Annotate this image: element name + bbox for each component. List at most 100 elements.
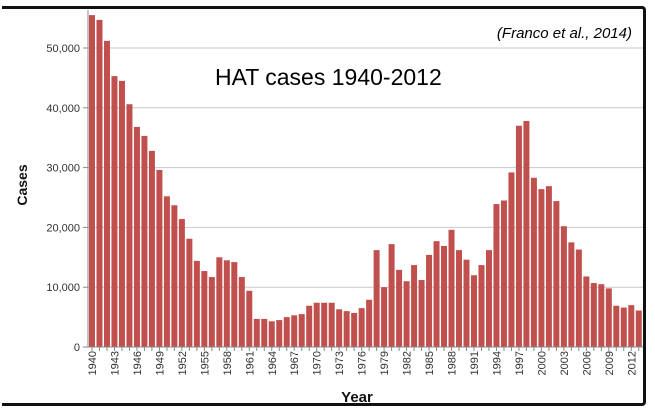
x-tick-label: 2009 — [604, 351, 616, 375]
y-tick-label: 10,000 — [46, 282, 80, 294]
bar-1960 — [238, 277, 245, 347]
bar-1987 — [441, 245, 448, 347]
y-tick-label: 0 — [74, 342, 80, 354]
bar-2006 — [583, 276, 590, 347]
bar-1972 — [328, 302, 335, 347]
bar-1990 — [463, 259, 470, 347]
chart-frame — [2, 6, 646, 406]
bar-1992 — [478, 265, 485, 347]
x-tick-label: 2012 — [626, 351, 638, 375]
bar-2013 — [635, 310, 642, 347]
x-tick-label: 1973 — [334, 351, 346, 375]
bar-1958 — [223, 260, 230, 347]
x-tick-label: 1958 — [222, 351, 234, 375]
x-tick-label: 1994 — [491, 351, 503, 375]
bar-1955 — [201, 271, 208, 347]
bar-1941 — [96, 19, 103, 347]
bar-1957 — [216, 257, 223, 347]
bar-1976 — [358, 308, 365, 347]
x-tick-label: 1982 — [402, 351, 414, 375]
bar-1989 — [456, 250, 463, 347]
bar-1959 — [231, 262, 238, 347]
y-tick-label: 40,000 — [46, 103, 80, 115]
x-tick-label: 1946 — [132, 351, 144, 375]
x-tick-label: 1949 — [154, 351, 166, 375]
bar-1974 — [343, 311, 350, 347]
bar-1948 — [148, 150, 155, 347]
bar-1991 — [470, 275, 477, 347]
bar-2003 — [560, 226, 567, 347]
bar-1983 — [411, 265, 418, 347]
bar-1944 — [118, 80, 125, 347]
bar-1988 — [448, 229, 455, 347]
bar-1954 — [193, 260, 200, 347]
bar-1947 — [141, 135, 148, 347]
x-tick-label: 1940 — [87, 351, 99, 375]
x-tick-label: 1997 — [514, 351, 526, 375]
bar-1965 — [276, 320, 283, 347]
bar-1943 — [111, 76, 118, 347]
bar-1942 — [103, 40, 110, 347]
bar-1952 — [178, 219, 185, 347]
bar-2004 — [568, 242, 575, 347]
bar-1985 — [426, 254, 433, 347]
bar-2001 — [545, 186, 552, 347]
x-tick-label: 1961 — [244, 351, 256, 375]
bar-1981 — [396, 269, 403, 347]
x-tick-label: 2000 — [536, 351, 548, 375]
bar-1993 — [485, 250, 492, 347]
y-axis-label: Cases — [14, 164, 30, 205]
x-tick-label: 1952 — [177, 351, 189, 375]
bar-1969 — [306, 305, 313, 347]
bar-1998 — [523, 120, 530, 348]
bar-1973 — [336, 309, 343, 347]
bar-1962 — [253, 318, 260, 347]
x-tick-label: 2003 — [559, 351, 571, 375]
bar-1996 — [508, 172, 515, 347]
x-tick-label: 1979 — [379, 351, 391, 375]
x-tick-label: 1985 — [424, 351, 436, 375]
bar-1995 — [500, 200, 507, 347]
bar-1963 — [261, 318, 268, 347]
bar-1975 — [351, 312, 358, 347]
bar-2012 — [628, 305, 635, 347]
x-tick-label: 1970 — [312, 351, 324, 375]
bar-1979 — [381, 287, 388, 347]
x-tick-label: 2006 — [581, 351, 593, 375]
bar-1994 — [493, 204, 500, 347]
bar-1978 — [373, 250, 380, 347]
bar-1956 — [208, 277, 215, 347]
bar-1977 — [366, 299, 373, 347]
bar-2011 — [620, 307, 627, 347]
x-tick-label: 1967 — [289, 351, 301, 375]
bar-1967 — [291, 315, 298, 347]
citation-annotation: (Franco et al., 2014) — [497, 25, 632, 42]
bar-1940 — [89, 15, 95, 348]
bar-1966 — [283, 317, 290, 347]
bar-1970 — [313, 302, 320, 347]
bar-1950 — [163, 196, 170, 347]
bar-1984 — [418, 280, 425, 347]
bar-2008 — [598, 284, 605, 347]
bar-1997 — [515, 125, 522, 348]
bar-2000 — [538, 189, 545, 347]
bar-1971 — [321, 302, 328, 347]
bar-1999 — [530, 177, 537, 347]
x-tick-label: 1991 — [469, 351, 481, 375]
bar-1945 — [126, 104, 133, 347]
bar-1951 — [171, 205, 178, 347]
bar-2010 — [613, 305, 620, 347]
x-tick-label: 1955 — [199, 351, 211, 375]
y-tick-label: 50,000 — [46, 43, 80, 55]
bar-1949 — [156, 169, 163, 347]
y-tick-label: 30,000 — [46, 163, 80, 175]
chart-title: HAT cases 1940-2012 — [215, 64, 442, 90]
bar-1968 — [298, 314, 305, 347]
bar-1982 — [403, 281, 410, 347]
bar-1980 — [388, 244, 395, 347]
x-tick-label: 1988 — [447, 351, 459, 375]
bar-2009 — [605, 288, 612, 347]
bar-1946 — [133, 126, 140, 347]
x-axis-label: Year — [341, 389, 373, 406]
